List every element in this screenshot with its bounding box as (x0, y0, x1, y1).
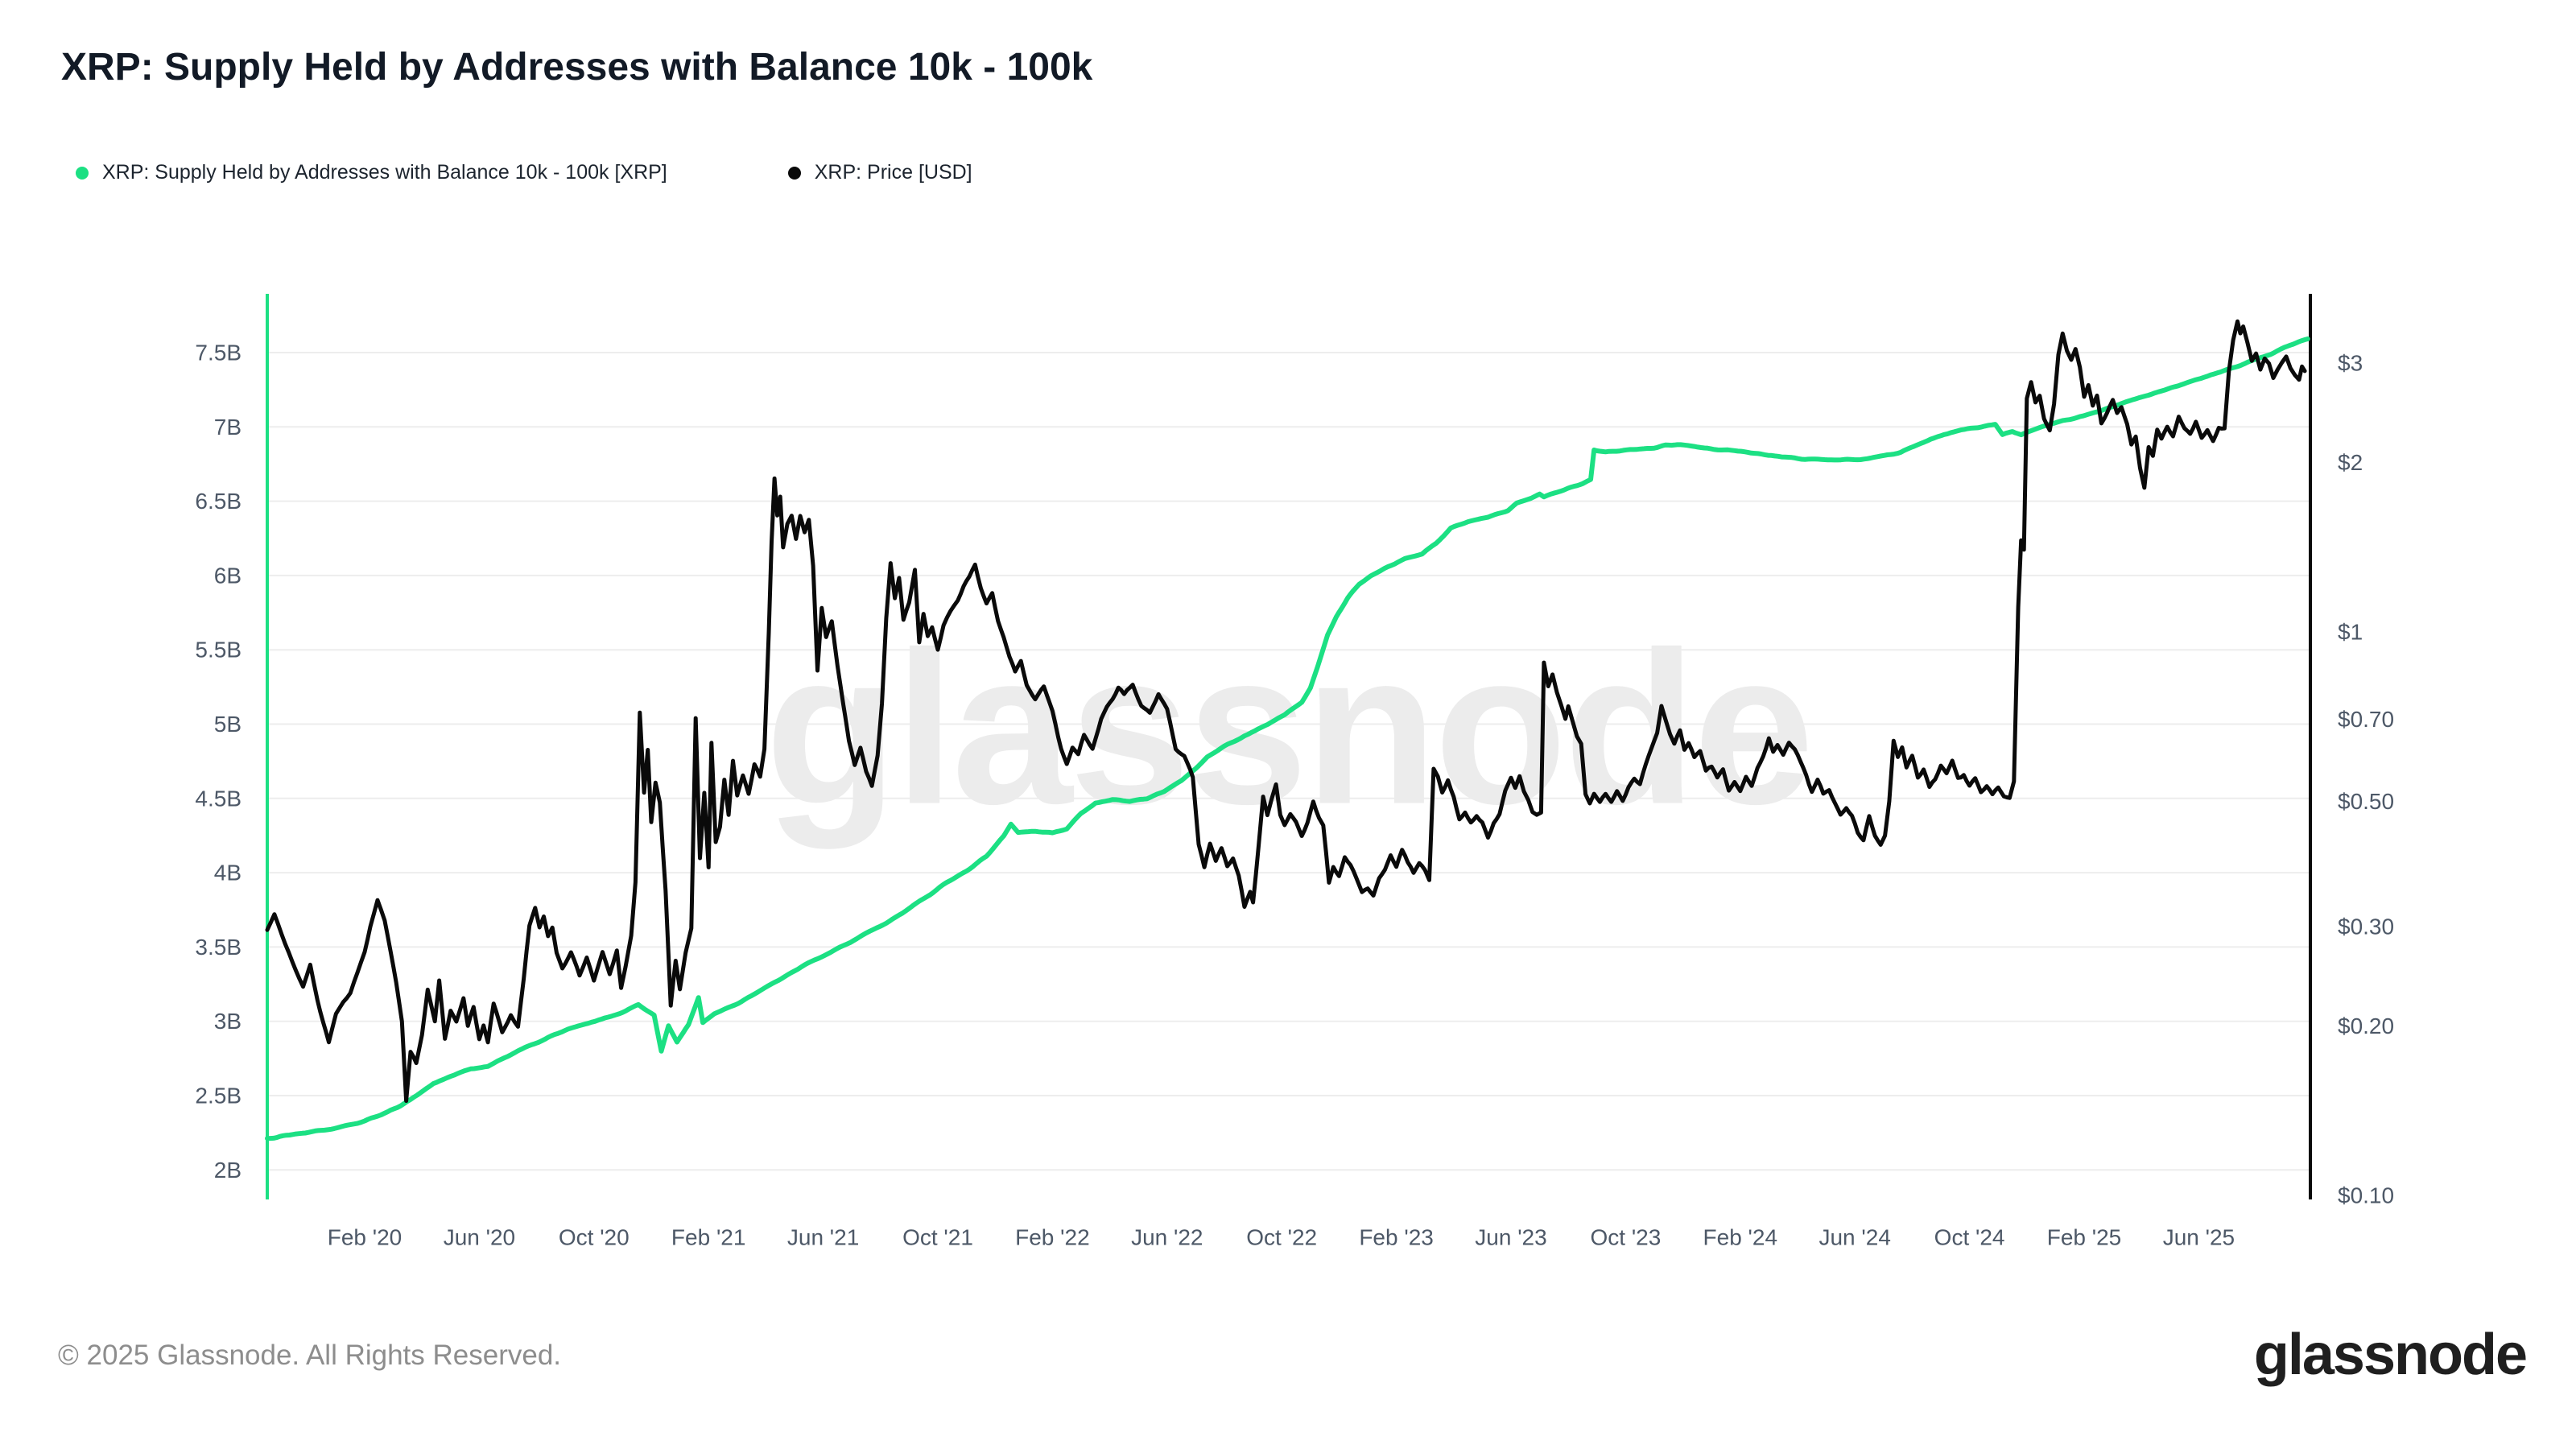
left-axis-tick-label: 5.5B (195, 638, 242, 663)
left-axis-tick-label: 6B (214, 563, 242, 588)
glassnode-logo: glassnode (2253, 1323, 2528, 1387)
supply-series-line[interactable] (265, 336, 2310, 1141)
supply-series-dot-icon (76, 166, 89, 180)
x-axis-tick-label: Feb '24 (1703, 1225, 1778, 1250)
right-axis-tick-label: $0.10 (2338, 1183, 2394, 1208)
right-axis-tick-label: $2 (2338, 450, 2363, 475)
x-axis-tick-label: Jun '25 (2163, 1225, 2235, 1250)
x-axis-tick-label: Feb '25 (2047, 1225, 2122, 1250)
left-axis-tick-label: 5B (214, 712, 242, 737)
x-axis-tick-label: Oct '24 (1934, 1225, 2005, 1250)
x-axis-tick-label: Jun '24 (1818, 1225, 1890, 1250)
legend: XRP: Supply Held by Addresses with Balan… (76, 161, 972, 184)
price-series-dot-icon (787, 166, 801, 180)
right-axis-tick-label: $0.20 (2338, 1013, 2394, 1038)
copyright-text: © 2025 Glassnode. All Rights Reserved. (58, 1340, 562, 1371)
legend-item-price[interactable]: XRP: Price [USD] (787, 161, 972, 184)
x-axis-tick-label: Feb '22 (1015, 1225, 1090, 1250)
x-axis-tick-label: Feb '21 (671, 1225, 746, 1250)
x-axis-tick-label: Feb '23 (1359, 1225, 1434, 1250)
watermark-text: glassnode (765, 608, 1810, 851)
price-series-line[interactable] (265, 319, 2307, 1103)
right-axis-tick-label: $3 (2338, 351, 2363, 376)
x-axis-tick-label: Jun '20 (444, 1225, 515, 1250)
x-axis-tick-label: Oct '20 (559, 1225, 630, 1250)
legend-label-price: XRP: Price [USD] (814, 161, 972, 184)
x-axis-tick-label: Oct '23 (1590, 1225, 1661, 1250)
legend-label-supply: XRP: Supply Held by Addresses with Balan… (102, 161, 667, 184)
x-axis-tick-label: Jun '23 (1475, 1225, 1546, 1250)
right-axis-tick-label: $0.50 (2338, 789, 2394, 814)
x-axis-tick-label: Oct '21 (902, 1225, 973, 1250)
left-axis-tick-label: 6.5B (195, 489, 242, 514)
right-axis-tick-label: $1 (2338, 620, 2363, 645)
left-axis-tick-label: 4B (214, 861, 242, 886)
x-axis-tick-label: Jun '21 (787, 1225, 859, 1250)
left-axis-tick-label: 2B (214, 1158, 242, 1183)
right-axis-tick-label: $0.70 (2338, 707, 2394, 732)
left-axis-tick-label: 4.5B (195, 786, 242, 811)
page-title: XRP: Supply Held by Addresses with Balan… (61, 46, 1093, 89)
x-axis-tick-label: Jun '22 (1131, 1225, 1203, 1250)
left-axis-tick-label: 3B (214, 1009, 242, 1034)
right-axis-tick-label: $0.30 (2338, 914, 2394, 939)
left-axis-tick-label: 2.5B (195, 1084, 242, 1108)
left-axis-tick-label: 7.5B (195, 341, 242, 365)
x-axis-tick-label: Feb '20 (328, 1225, 402, 1250)
legend-item-supply[interactable]: XRP: Supply Held by Addresses with Balan… (76, 161, 667, 184)
left-axis-tick-label: 3.5B (195, 935, 242, 960)
x-axis-tick-label: Oct '22 (1246, 1225, 1317, 1250)
left-axis-tick-label: 7B (214, 415, 242, 440)
